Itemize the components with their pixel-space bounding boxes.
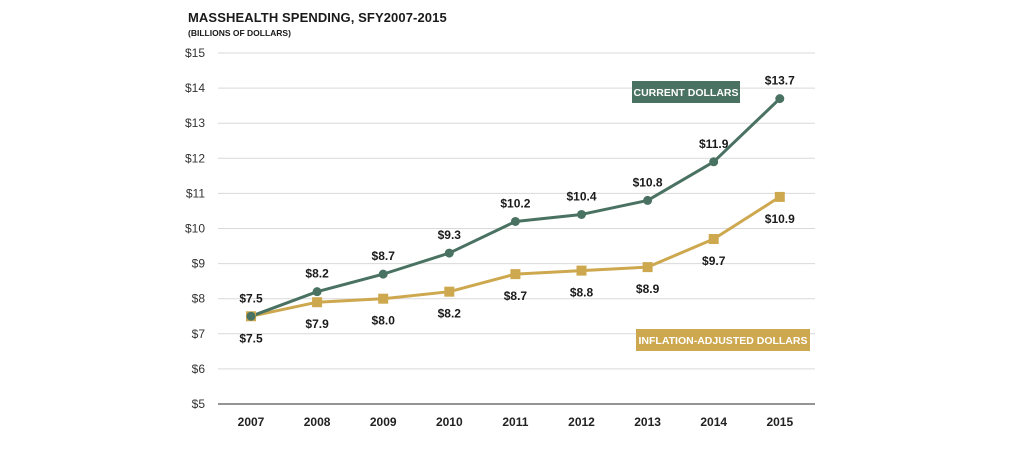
current-marker — [246, 311, 256, 321]
inflation-data-label: $8.7 — [504, 289, 528, 303]
x-tick-label: 2012 — [568, 415, 595, 429]
y-tick-label: $13 — [185, 116, 205, 130]
legend-inflation-box — [636, 329, 810, 351]
current-marker — [378, 269, 388, 279]
inflation-data-label: $8.0 — [372, 314, 396, 328]
x-tick-label: 2010 — [436, 415, 463, 429]
y-tick-label: $14 — [185, 81, 205, 95]
inflation-marker — [378, 293, 389, 304]
y-tick-label: $8 — [192, 292, 206, 306]
legend-inflation-label: INFLATION-ADJUSTED DOLLARS — [639, 335, 808, 347]
current-marker — [510, 216, 520, 226]
x-tick-label: 2015 — [766, 415, 793, 429]
current-data-label: $9.3 — [438, 228, 462, 242]
y-tick-label: $9 — [192, 257, 206, 271]
y-tick-label: $6 — [192, 362, 206, 376]
x-tick-label: 2008 — [304, 415, 331, 429]
current-data-label: $8.2 — [305, 267, 329, 281]
y-tick-label: $11 — [186, 186, 205, 200]
current-data-label: $10.4 — [566, 189, 596, 203]
inflation-marker — [510, 269, 521, 280]
current-marker — [444, 248, 454, 258]
x-tick-label: 2011 — [502, 415, 528, 429]
y-tick-label: $7 — [192, 327, 206, 341]
current-marker — [775, 94, 785, 104]
x-tick-label: 2007 — [238, 415, 265, 429]
inflation-marker — [444, 286, 455, 297]
legend-current-box — [632, 81, 740, 103]
inflation-marker — [576, 265, 587, 276]
current-marker — [643, 195, 653, 205]
y-tick-label: $15 — [185, 46, 205, 60]
inflation-data-label: $8.9 — [636, 282, 660, 296]
inflation-data-label: $9.7 — [702, 254, 726, 268]
current-data-label: $10.8 — [633, 175, 663, 189]
legend-current-label: CURRENT DOLLARS — [634, 87, 739, 99]
y-tick-label: $12 — [185, 151, 205, 165]
current-data-label: $8.7 — [372, 249, 396, 263]
current-data-label: $10.2 — [500, 196, 530, 210]
chart-title: MASSHEALTH SPENDING, SFY2007-2015 — [188, 10, 447, 25]
x-tick-label: 2013 — [634, 415, 661, 429]
inflation-data-label: $7.5 — [239, 331, 263, 345]
inflation-data-label: $8.2 — [438, 307, 462, 321]
current-data-label: $7.5 — [239, 291, 263, 305]
current-marker — [709, 157, 719, 167]
current-data-label: $13.7 — [765, 74, 795, 88]
inflation-marker — [708, 234, 719, 245]
y-tick-label: $5 — [192, 397, 206, 411]
inflation-data-label: $8.8 — [570, 286, 594, 300]
current-data-label: $11.9 — [699, 137, 729, 151]
inflation-data-label: $10.9 — [765, 212, 795, 226]
current-marker — [577, 209, 586, 219]
x-tick-label: 2014 — [700, 415, 727, 429]
chart-subtitle: (BILLIONS OF DOLLARS) — [188, 28, 291, 38]
inflation-marker — [312, 297, 323, 308]
current-marker — [312, 287, 322, 297]
inflation-marker — [774, 191, 785, 202]
inflation-data-label: $7.9 — [305, 317, 329, 331]
inflation-marker — [642, 262, 653, 273]
x-tick-label: 2009 — [370, 415, 397, 429]
y-tick-label: $10 — [185, 222, 205, 236]
